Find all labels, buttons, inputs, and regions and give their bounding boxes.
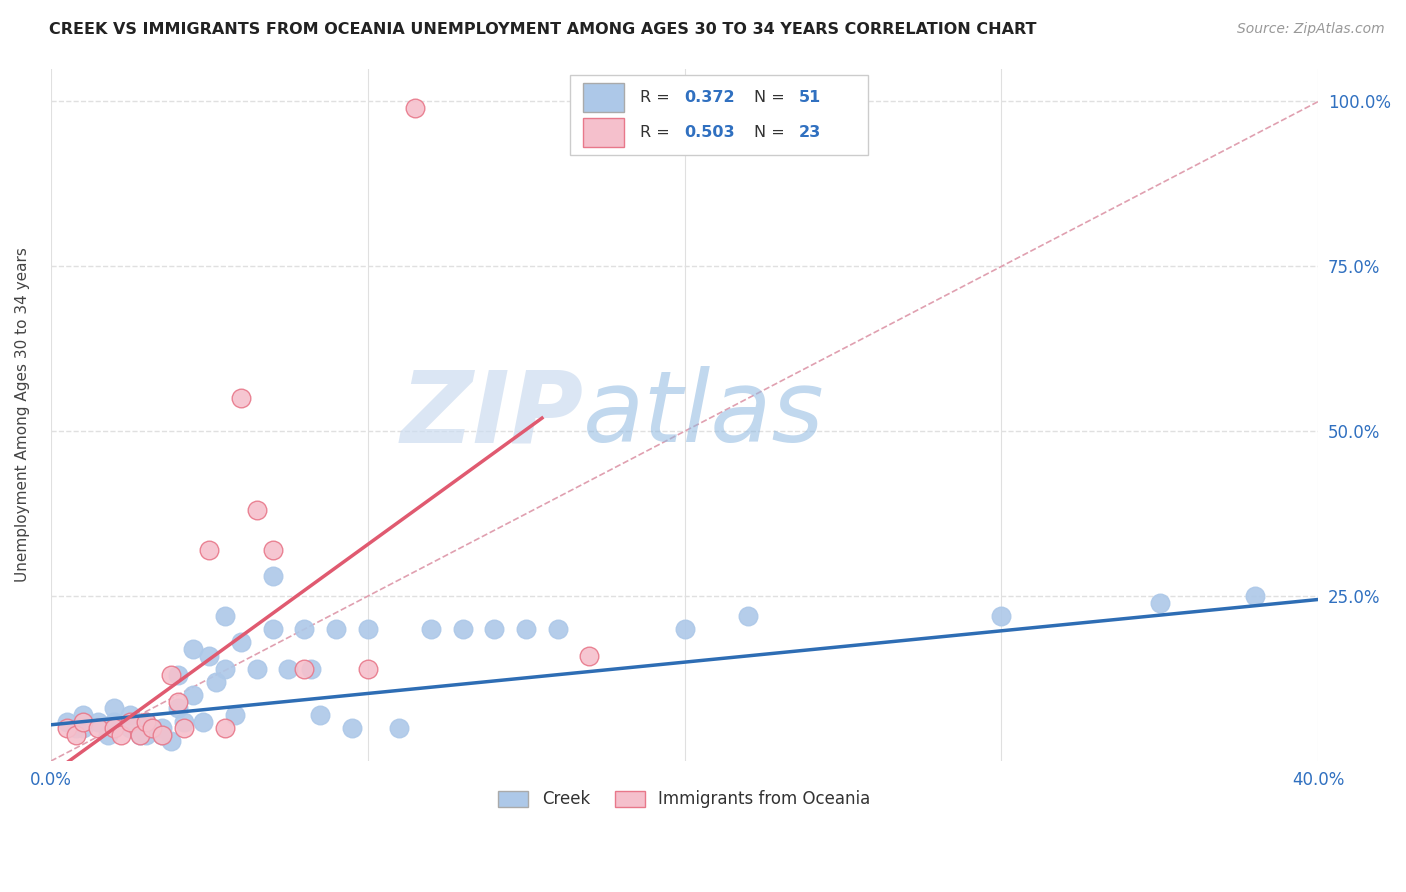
Point (72, 721, 94, 735)
Point (340, 721, 363, 735)
Point (72, 714, 94, 729)
Point (150, 728, 173, 742)
Point (325, 622, 347, 636)
Bar (583, 118, 624, 147)
Point (1149, 596, 1171, 610)
Text: 0.503: 0.503 (685, 125, 735, 140)
Point (87, 714, 110, 729)
Point (204, 674, 226, 689)
Point (118, 721, 141, 735)
Point (128, 728, 150, 742)
Point (262, 569, 284, 583)
Point (141, 721, 163, 735)
Text: R =: R = (640, 125, 675, 140)
Point (160, 668, 183, 682)
Point (198, 648, 221, 663)
Text: CREEK VS IMMIGRANTS FROM OCEANIA UNEMPLOYMENT AMONG AGES 30 TO 34 YEARS CORRELAT: CREEK VS IMMIGRANTS FROM OCEANIA UNEMPLO… (49, 22, 1036, 37)
Point (262, 543, 284, 558)
Point (118, 707, 141, 722)
Point (183, 642, 205, 657)
Point (72, 707, 94, 722)
Point (141, 721, 163, 735)
Point (87, 721, 110, 735)
Point (214, 662, 236, 676)
Point (191, 714, 214, 729)
Point (420, 622, 443, 636)
Point (103, 721, 125, 735)
Point (673, 622, 696, 636)
Point (183, 688, 205, 702)
Text: ZIP: ZIP (401, 367, 583, 463)
Point (451, 622, 474, 636)
FancyBboxPatch shape (571, 76, 869, 155)
Text: N =: N = (754, 90, 790, 105)
Point (118, 714, 141, 729)
Point (246, 503, 269, 517)
Point (103, 701, 125, 715)
Point (55, 721, 77, 735)
Point (1244, 589, 1267, 603)
Point (224, 707, 246, 722)
Point (65, 728, 87, 742)
Point (128, 728, 150, 742)
Point (135, 721, 157, 735)
Point (404, 101, 426, 115)
Point (55, 714, 77, 729)
Point (578, 648, 600, 663)
Text: 0.372: 0.372 (685, 90, 735, 105)
Point (166, 668, 188, 682)
Text: 23: 23 (799, 125, 821, 140)
Point (173, 721, 195, 735)
Point (65, 721, 87, 735)
Point (97, 728, 120, 742)
Point (150, 721, 173, 735)
Point (110, 728, 132, 742)
Point (135, 728, 157, 742)
Text: Source: ZipAtlas.com: Source: ZipAtlas.com (1237, 22, 1385, 37)
Point (198, 543, 221, 558)
Point (229, 635, 252, 649)
Point (166, 695, 188, 709)
Point (135, 714, 157, 729)
Point (160, 734, 183, 748)
Point (214, 609, 236, 624)
Point (292, 662, 315, 676)
Text: atlas: atlas (583, 367, 825, 463)
Point (150, 728, 173, 742)
Point (166, 701, 188, 715)
Text: R =: R = (640, 90, 675, 105)
Point (262, 622, 284, 636)
Point (484, 622, 506, 636)
Point (990, 609, 1012, 624)
Point (214, 721, 236, 735)
Point (309, 707, 332, 722)
Point (299, 662, 322, 676)
Y-axis label: Unemployment Among Ages 30 to 34 years: Unemployment Among Ages 30 to 34 years (15, 247, 30, 582)
Point (103, 714, 125, 729)
Point (737, 609, 759, 624)
Point (292, 622, 315, 636)
Point (229, 392, 252, 406)
Point (357, 662, 380, 676)
Point (357, 622, 380, 636)
Point (515, 622, 537, 636)
Text: N =: N = (754, 125, 790, 140)
Point (135, 714, 157, 729)
Point (246, 662, 269, 676)
Point (547, 622, 569, 636)
Point (388, 721, 411, 735)
Point (173, 714, 195, 729)
Bar (583, 83, 624, 112)
Point (277, 662, 299, 676)
Legend: Creek, Immigrants from Oceania: Creek, Immigrants from Oceania (492, 784, 877, 815)
Text: 51: 51 (799, 90, 821, 105)
